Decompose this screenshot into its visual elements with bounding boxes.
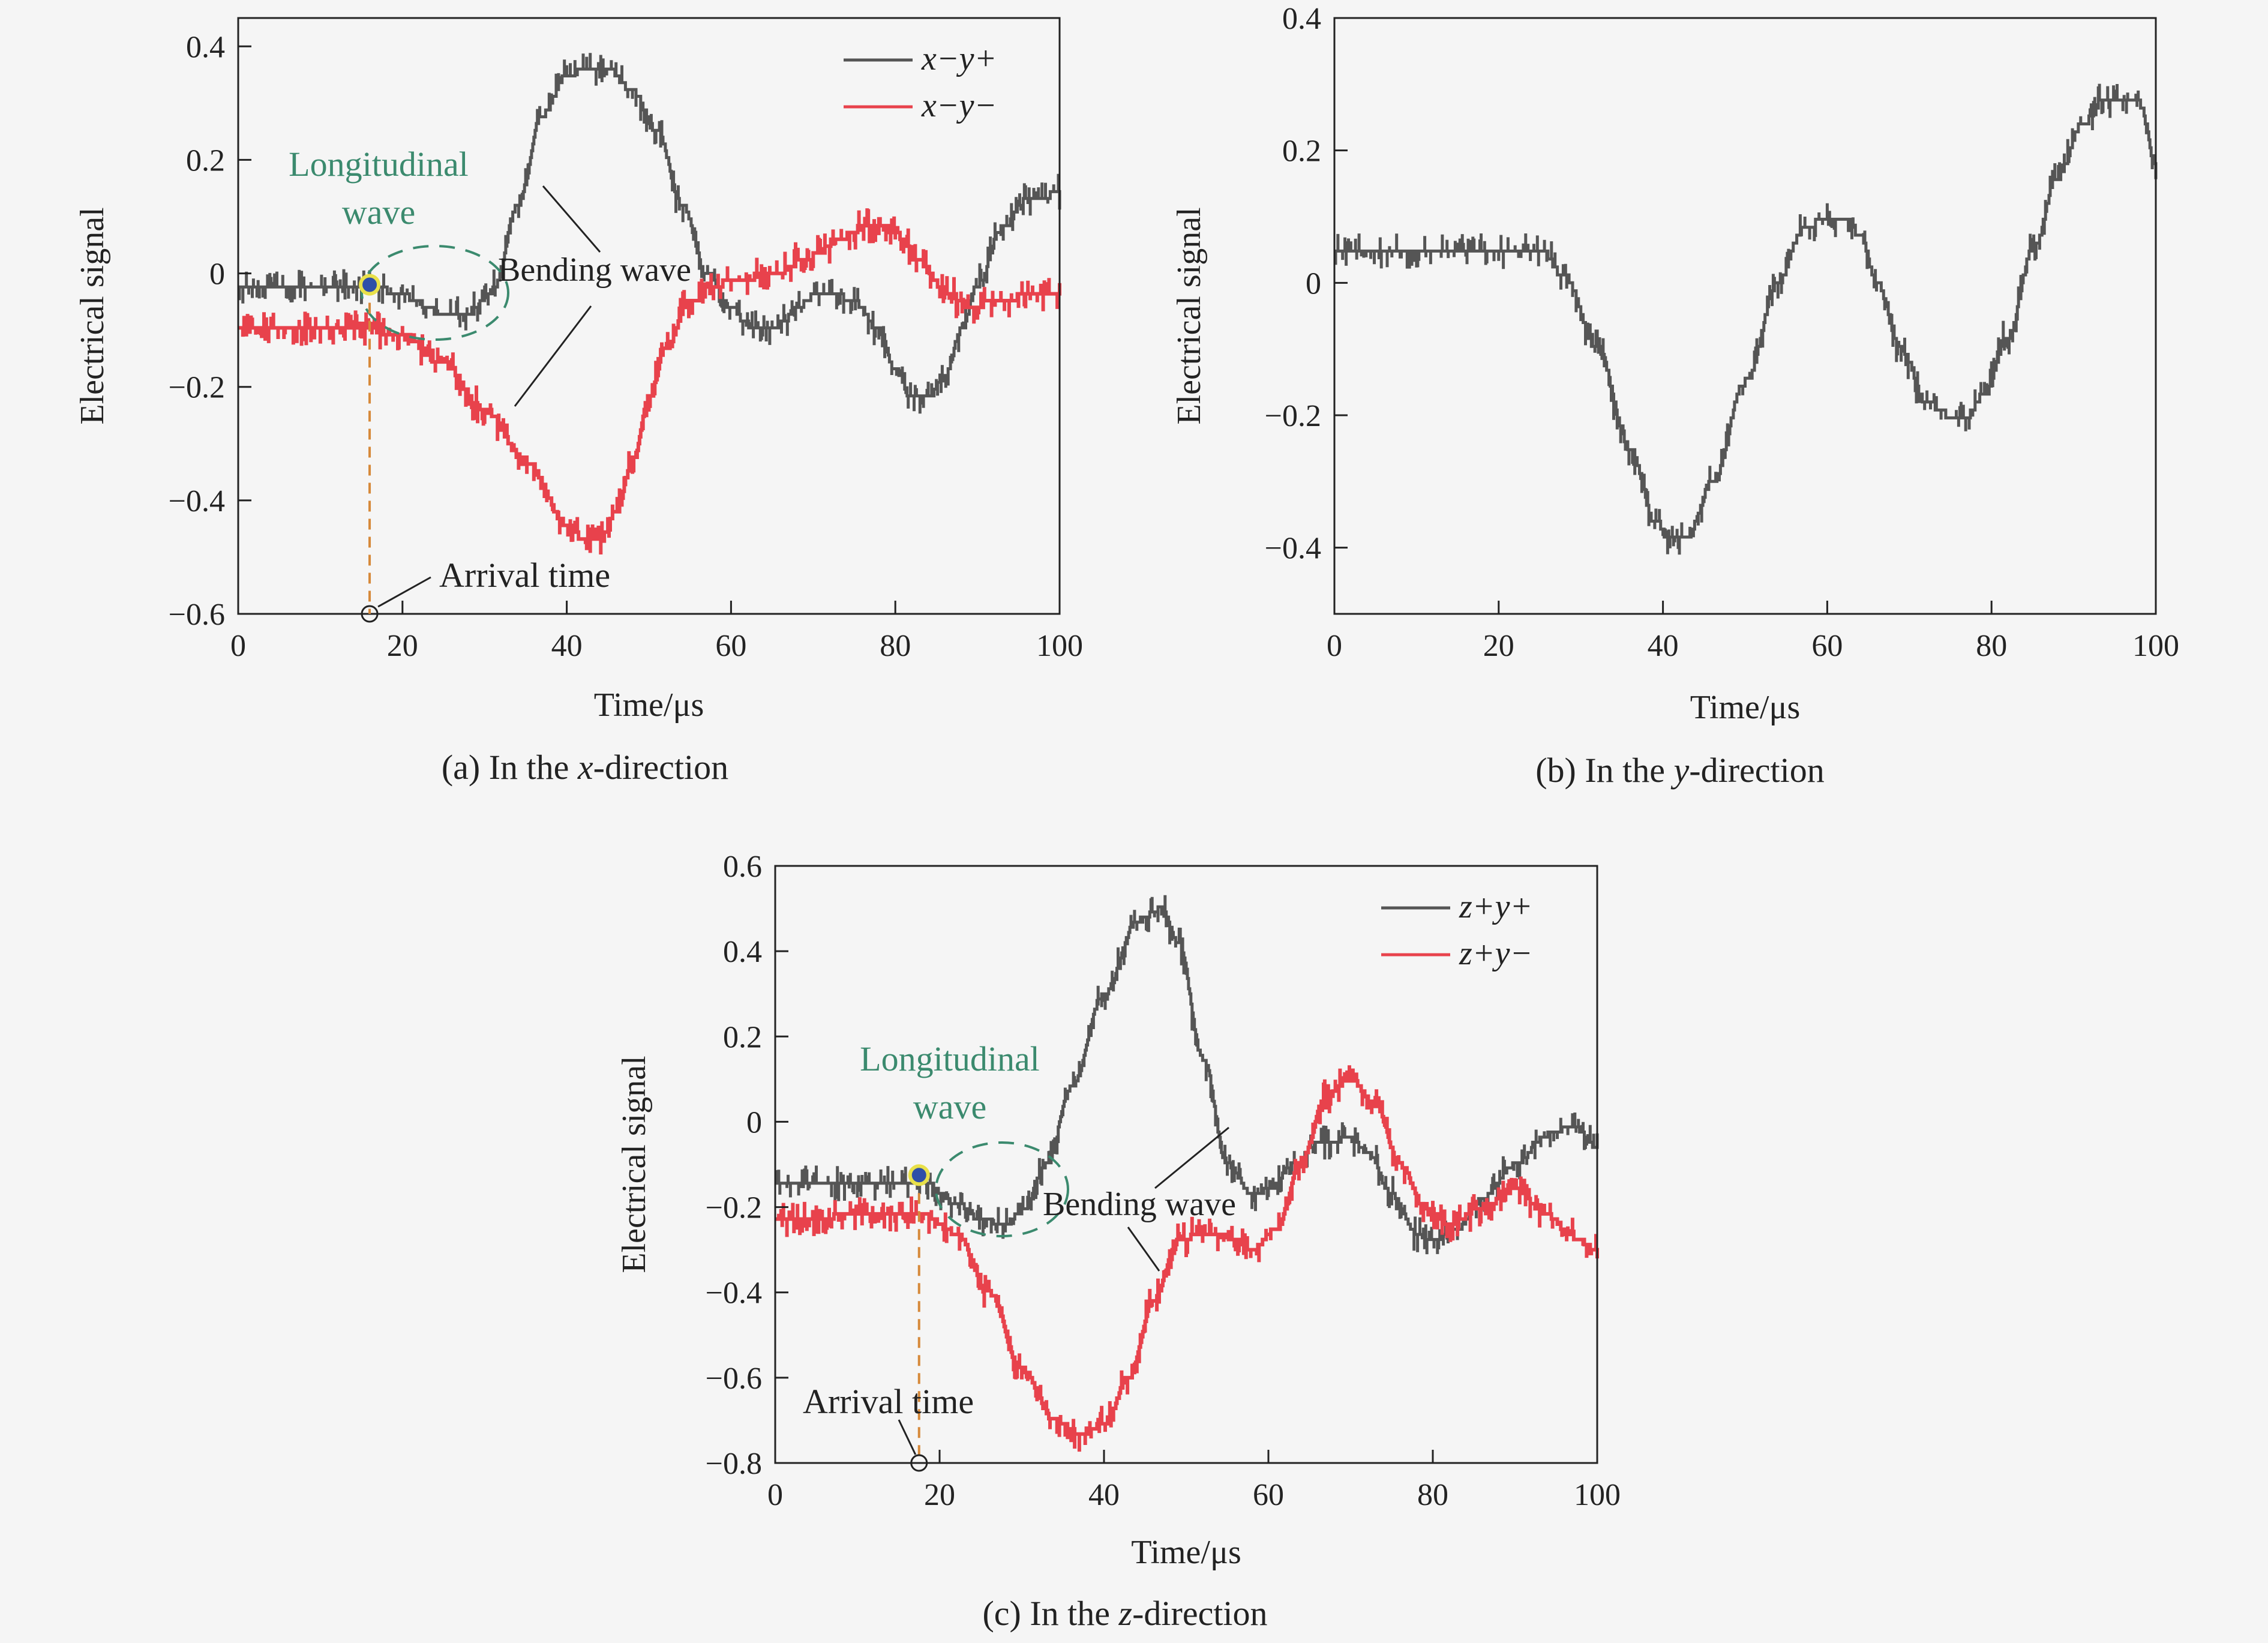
caption-prefix: (a) In the — [442, 748, 578, 787]
y-tick-label: −0.2 — [1265, 399, 1321, 433]
series-1-line — [238, 208, 1061, 554]
y-tick-label: 0 — [746, 1105, 762, 1140]
caption-prefix: (b) In the — [1535, 751, 1673, 790]
x-tick-label: 80 — [1976, 629, 2007, 663]
panel-c-chart: 0 20 40 60 80 100 −0.8 −0.6 −0.4 −0.2 0 0.2 0.4 0.6 Ti… — [616, 850, 1621, 1633]
x-tick-label: 60 — [1811, 629, 1843, 663]
x-tick-label: 100 — [2132, 629, 2179, 663]
legend-label-0: z+y+ — [1459, 888, 1532, 925]
longitudinal-wave-ellipse — [935, 1141, 1069, 1237]
y-tick-label: −0.6 — [169, 598, 225, 632]
legend-label-0: x−y+ — [921, 40, 997, 77]
y-tick-label: −0.8 — [706, 1447, 762, 1481]
x-tick-label: 0 — [767, 1478, 783, 1512]
longitudinal-wave-ellipse — [361, 245, 509, 341]
panel-b-chart: 0 20 40 60 80 100 −0.4 −0.2 0 0.2 0.4 Time/μs Electr… — [1171, 2, 2179, 790]
bending-wave-label: Bending wave — [498, 251, 691, 289]
arrival-time-leader — [898, 1419, 917, 1455]
x-tick-label: 20 — [924, 1478, 955, 1512]
bending-wave-leader-2 — [1127, 1227, 1160, 1272]
arrival-axis-marker — [910, 1454, 928, 1472]
arrival-time-label: Arrival time — [439, 556, 610, 595]
y-tick-label: −0.2 — [169, 371, 225, 405]
arrival-point-marker — [908, 1164, 930, 1186]
y-tick-label: 0.4 — [1282, 2, 1321, 36]
caption-italic: y — [1671, 751, 1690, 790]
y-tick-label: 0 — [209, 257, 225, 292]
x-axis-label: Time/μs — [1690, 689, 1801, 726]
x-tick-label: 20 — [1483, 629, 1514, 663]
y-tick-label: 0.2 — [723, 1020, 762, 1054]
x-tick-label: 0 — [230, 629, 246, 663]
longitudinal-wave-label-0: Longitudinal — [860, 1039, 1040, 1078]
panel-a-chart: 0 20 40 60 80 100 −0.6 −0.4 −0.2 0 0.2 0.4 Time/μs El… — [74, 17, 1083, 787]
x-axis-label: Time/μs — [1131, 1534, 1241, 1571]
plot-frame — [237, 17, 1061, 615]
x-tick-label: 80 — [1417, 1478, 1448, 1512]
longitudinal-wave-label-1: wave — [342, 193, 415, 232]
plot-frame — [774, 865, 1598, 1464]
bending-wave-leader-1 — [1154, 1126, 1229, 1189]
x-tick-label: 0 — [1327, 629, 1342, 663]
y-tick-label: −0.6 — [706, 1362, 762, 1396]
series-0-line — [1334, 83, 2158, 555]
y-tick-label: −0.4 — [706, 1276, 762, 1311]
legend-label-1: z+y− — [1459, 935, 1532, 972]
y-tick-label: 0.6 — [723, 850, 762, 884]
y-tick-label: −0.4 — [1265, 532, 1321, 566]
x-tick-label: 40 — [551, 629, 583, 663]
y-tick-label: 0.4 — [723, 935, 762, 969]
panel-caption: (c) In the z-direction — [982, 1594, 1267, 1633]
x-tick-label: 40 — [1648, 629, 1679, 663]
x-tick-label: 60 — [715, 629, 746, 663]
bending-wave-leader-2 — [514, 305, 592, 407]
panel-caption: (a) In the x-direction — [442, 748, 728, 787]
longitudinal-wave-label-0: Longitudinal — [289, 145, 469, 184]
arrival-time-leader — [377, 576, 431, 608]
plot-frame — [1333, 17, 2157, 615]
caption-suffix: -direction — [1132, 1594, 1267, 1633]
caption-italic: x — [577, 748, 593, 787]
x-tick-label: 20 — [387, 629, 418, 663]
y-axis-label: Electrical signal — [616, 1056, 653, 1273]
x-tick-label: 100 — [1036, 629, 1083, 663]
bending-wave-label: Bending wave — [1043, 1186, 1236, 1223]
arrival-time-label: Arrival time — [803, 1382, 974, 1421]
y-tick-label: −0.4 — [169, 484, 225, 518]
y-tick-label: −0.2 — [706, 1191, 762, 1225]
y-axis-label: Electrical signal — [1171, 207, 1208, 424]
y-tick-label: 0.2 — [186, 143, 225, 178]
x-tick-label: 100 — [1574, 1478, 1621, 1512]
y-tick-label: 0.2 — [1282, 134, 1321, 169]
x-tick-label: 80 — [880, 629, 911, 663]
y-tick-label: 0.4 — [186, 30, 225, 64]
arrival-point-marker — [359, 274, 381, 296]
x-tick-label: 40 — [1088, 1478, 1120, 1512]
legend-label-1: x−y− — [921, 87, 997, 124]
caption-italic: z — [1118, 1594, 1133, 1633]
y-axis-label: Electrical signal — [74, 207, 111, 424]
series-1-line — [775, 1065, 1599, 1452]
arrival-axis-marker — [361, 605, 379, 623]
series-0-line — [238, 53, 1061, 414]
x-axis-label: Time/μs — [594, 686, 704, 724]
caption-suffix: -direction — [593, 748, 728, 787]
longitudinal-wave-label-1: wave — [913, 1087, 986, 1126]
caption-suffix: -direction — [1689, 751, 1824, 790]
bending-wave-leader-1 — [542, 185, 601, 253]
x-tick-label: 60 — [1253, 1478, 1284, 1512]
panel-caption: (b) In the y-direction — [1535, 751, 1825, 790]
caption-prefix: (c) In the — [982, 1594, 1118, 1633]
y-tick-label: 0 — [1306, 266, 1321, 301]
